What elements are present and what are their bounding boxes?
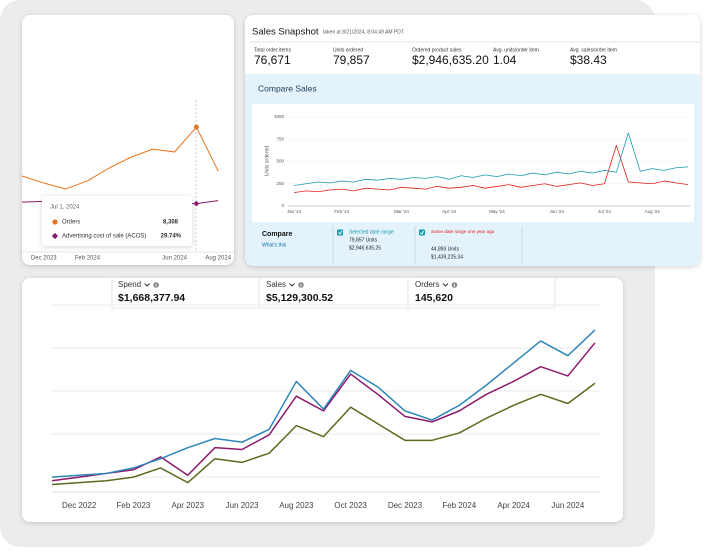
series-line [51, 382, 596, 486]
x-tick-label: Jun 2024 [162, 256, 187, 262]
performance-metrics: Spend $1,668,377.94 Sales $5,129,300.52 Orde… [111, 278, 556, 309]
metric-label: Avg. units/order item [493, 47, 539, 53]
x-tick-label: Oct 2023 [334, 501, 367, 510]
x-tick-label: Jun 2023 [226, 501, 259, 510]
whats-this-link[interactable]: What's this [262, 242, 287, 248]
x-tick-label: Apr 2023 [172, 501, 205, 510]
hover-marker [193, 200, 200, 207]
performance-plot: Dec 2022 Feb 2023 Apr 2023 Jun 2023 Aug 2023… [51, 304, 600, 510]
x-tick-label: Aug 2024 [205, 256, 231, 262]
x-tick-label: Apr '24 [442, 209, 457, 214]
snapshot-title: Sales Snapshot [252, 27, 319, 38]
metric-label: Units ordered [333, 47, 363, 53]
series-line [21, 126, 219, 190]
previous-label: Same date range one year ago [431, 229, 495, 234]
tooltip: Jul 1, 2024 Orders 8,308 Advertising cos… [42, 196, 192, 246]
x-tick-label: Dec 2023 [388, 501, 423, 510]
x-tick-label: Apr 2024 [497, 501, 530, 510]
x-tick-label: Jan '24 [287, 209, 302, 214]
y-axis-label: Units ordered [264, 146, 270, 176]
x-tick-label: Jun '24 [549, 209, 564, 214]
metric-value: 1.04 [493, 53, 517, 67]
tooltip-value: 29.74% [161, 234, 182, 240]
metric-label[interactable]: Spend [118, 280, 141, 289]
dropdown-chevron[interactable] [144, 283, 150, 287]
x-tick-label: Aug 2023 [279, 501, 314, 510]
x-tick-label: Jun 2024 [551, 501, 584, 510]
compare-plot-box [252, 104, 694, 222]
snapshot-header [245, 15, 700, 74]
series-line [51, 329, 596, 478]
checkbox[interactable] [337, 229, 343, 236]
hover-marker [194, 124, 199, 130]
x-tick-label: Dec 2023 [31, 256, 57, 262]
checkbox[interactable] [419, 229, 425, 236]
check [420, 230, 425, 235]
y-tick-label: 1000 [274, 114, 285, 119]
x-tick-label: Mar '24 [394, 209, 409, 214]
x-tick-label: Jul '24 [598, 209, 611, 214]
y-tick-label: 0 [281, 203, 284, 208]
metric-label[interactable]: Sales [266, 280, 286, 289]
metric-value: $38.43 [570, 53, 607, 67]
acos-swatch [51, 232, 59, 240]
metric-value: 76,671 [254, 53, 291, 67]
metric-value: $5,129,300.52 [266, 292, 333, 304]
tooltip-box [42, 196, 192, 246]
orders-x-axis: Dec 2023 Feb 2024 Jun 2024 Aug 2024 [31, 256, 232, 262]
compare-heading: Compare [262, 231, 292, 238]
selected-sales: $2,946,635.25 [349, 245, 381, 251]
snapshot-timestamp: taken at 8/21/2024, 8:04:49 AM PDT [323, 29, 404, 35]
y-tick-label: 500 [276, 159, 284, 164]
dropdown-chevron[interactable] [442, 283, 449, 287]
compare-title: Compare Sales [258, 83, 317, 93]
x-tick-label: Feb 2024 [442, 501, 476, 510]
tooltip-date: Jul 1, 2024 [50, 205, 80, 211]
x-tick-label: Feb '24 [334, 209, 349, 214]
performance-card [22, 278, 623, 522]
series-line [293, 145, 689, 194]
compare-plot: 0 250 500 750 1000 Jan '24 Feb '24 Mar '24 Apr '… [274, 114, 690, 214]
y-tick-label: 750 [276, 136, 284, 141]
x-tick-label: Aug '24 [645, 209, 661, 214]
x-tick-label: Feb 2023 [117, 501, 151, 510]
metric-value: $1,668,377.94 [118, 292, 185, 304]
tooltip-series: Orders [62, 220, 80, 226]
metric-label: Avg. sales/order item [570, 47, 617, 53]
metric-value: $2,946,635.20 [412, 53, 489, 67]
series-line [293, 132, 689, 186]
metric-label: Total order items [254, 47, 291, 53]
x-tick-label: Dec 2022 [62, 501, 97, 510]
x-tick-label: Feb 2024 [75, 256, 101, 262]
check [338, 230, 343, 235]
previous-sales: $1,439,225.34 [431, 254, 463, 260]
orders-swatch [52, 219, 58, 225]
metric-label: Ordered product sales [412, 47, 462, 53]
metric-label[interactable]: Orders [415, 280, 439, 289]
selected-label: Selected date range [349, 229, 394, 235]
tooltip-series: Advertising cost of sale (ACOS) [62, 234, 146, 240]
metric-value: 79,857 [333, 53, 370, 67]
x-tick-label: May '24 [489, 209, 505, 214]
previous-units: 44,893 Units [431, 246, 460, 252]
tooltip-value: 8,308 [163, 220, 179, 226]
dropdown-chevron[interactable] [289, 283, 295, 287]
selected-units: 79,857 Units [349, 237, 378, 243]
y-tick-label: 250 [276, 181, 284, 186]
metric-value: 145,620 [415, 292, 453, 304]
